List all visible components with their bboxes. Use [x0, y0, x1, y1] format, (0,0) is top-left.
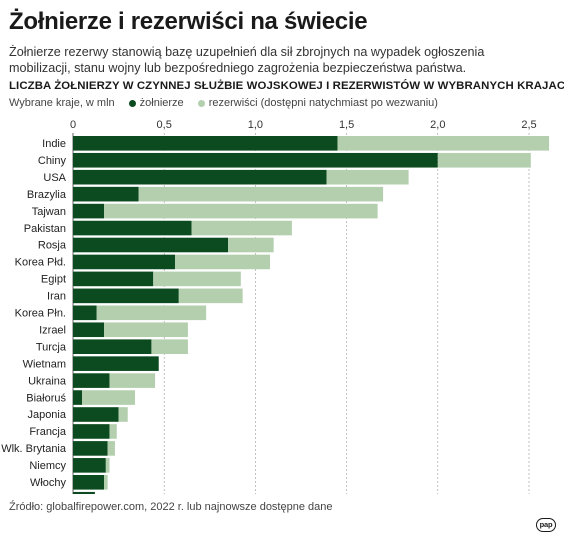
legend-item-active: żołnierze	[128, 97, 184, 109]
bar-active	[73, 136, 338, 151]
legend: Wybrane kraje, w mln żołnierze rezerwiśc…	[9, 97, 438, 109]
category-label: Niemcy	[29, 460, 66, 472]
chart-header: LICZBA ŻOŁNIERZY W CZYNNEJ SŁUŻBIE WOJSK…	[9, 80, 564, 92]
category-label: Chiny	[38, 155, 67, 167]
category-label: Egipt	[41, 274, 66, 286]
bar-active	[73, 373, 110, 388]
bar-reserve	[104, 322, 188, 338]
bar-reserve	[107, 441, 115, 456]
bar-reserve	[96, 305, 207, 321]
bar-active	[73, 458, 106, 473]
category-label: USA	[43, 172, 66, 184]
x-tick-label: 0	[70, 119, 76, 131]
category-label: Brazylia	[27, 189, 67, 201]
category-label: Turcja	[36, 341, 67, 353]
category-label: Rosja	[38, 240, 67, 252]
bar-reserve	[191, 220, 292, 236]
bar-active	[73, 441, 108, 456]
bar-reserve	[109, 424, 117, 439]
bar-reserve	[178, 288, 243, 304]
bar-reserve	[104, 203, 378, 219]
bar-active	[73, 390, 83, 405]
bar-active	[73, 288, 179, 304]
category-label: Pakistan	[24, 223, 66, 235]
x-tick-label: 2,0	[430, 119, 445, 131]
legend-label-active: żołnierze	[139, 97, 184, 109]
pap-logo: pap	[536, 518, 556, 532]
category-label: Korea Płd.	[15, 257, 66, 269]
bar-reserve	[151, 339, 188, 354]
bar-active	[73, 254, 176, 270]
bar-active	[73, 475, 105, 490]
bar-active	[73, 237, 229, 253]
category-label: Ukraina	[28, 375, 67, 387]
x-tick-label: 0,5	[157, 119, 172, 131]
bar-active	[73, 491, 95, 494]
legend-swatch-active	[128, 99, 136, 107]
bar-reserve	[228, 237, 274, 253]
bar-reserve	[82, 390, 136, 405]
category-label: Wietnam	[23, 358, 66, 370]
bar-active	[73, 305, 97, 321]
bar-chart: 0 0,5 1,0 1,5 2,0 2,5 Indie Chiny USA Brazylia Taj…	[1, 119, 550, 494]
bar-active	[73, 169, 327, 185]
bar-reserve	[138, 186, 384, 202]
bar-reserve	[104, 475, 108, 490]
category-label: Indie	[42, 138, 66, 150]
legend-swatch-reserve	[197, 99, 205, 107]
category-label: Włochy	[30, 477, 67, 489]
bar-reserve	[109, 373, 156, 388]
x-tick-label: 2,5	[521, 119, 536, 131]
bar-active	[73, 322, 105, 338]
category-label: Iran	[47, 291, 66, 303]
bar-reserve	[153, 271, 241, 287]
legend-label-reserve: rezerwiści (dostępni natychmiast po wezw…	[208, 97, 438, 109]
chart-title: Żołnierze i rezerwiści na świecie	[9, 8, 368, 35]
bar-reserve	[118, 407, 128, 422]
bar-active	[73, 220, 192, 236]
bar-active	[73, 407, 119, 422]
category-label: Wlk. Brytania	[1, 443, 67, 455]
bar-reserve	[437, 152, 531, 168]
legend-item-reserve: rezerwiści (dostępni natychmiast po wezw…	[197, 97, 438, 109]
bar-reserve	[105, 458, 110, 473]
axis-note: Wybrane kraje, w mln	[9, 97, 115, 109]
category-label: Tajwan	[32, 206, 66, 218]
category-label: Białoruś	[26, 392, 66, 404]
category-label: Izrael	[39, 324, 66, 336]
x-tick-label: 1,5	[339, 119, 354, 131]
bar-active	[73, 152, 438, 168]
bar-reserve	[326, 169, 409, 185]
bar-reserve	[337, 136, 550, 151]
source-note: Źródło: globalfirepower.com, 2022 r. lub…	[9, 501, 333, 513]
category-label: Japonia	[27, 409, 66, 421]
bar-active	[73, 424, 110, 439]
bar-active	[73, 186, 139, 202]
bar-active	[73, 356, 159, 371]
bar-reserve	[175, 254, 270, 270]
category-label: Korea Płn.	[15, 308, 66, 320]
x-tick-label: 1,0	[248, 119, 263, 131]
bar-active	[73, 203, 105, 219]
bar-active	[73, 271, 154, 287]
bar-active	[73, 339, 152, 354]
category-label: Francja	[29, 426, 67, 438]
chart-subtitle: Żołnierze rezerwy stanowią bazę uzupełni…	[9, 45, 485, 75]
